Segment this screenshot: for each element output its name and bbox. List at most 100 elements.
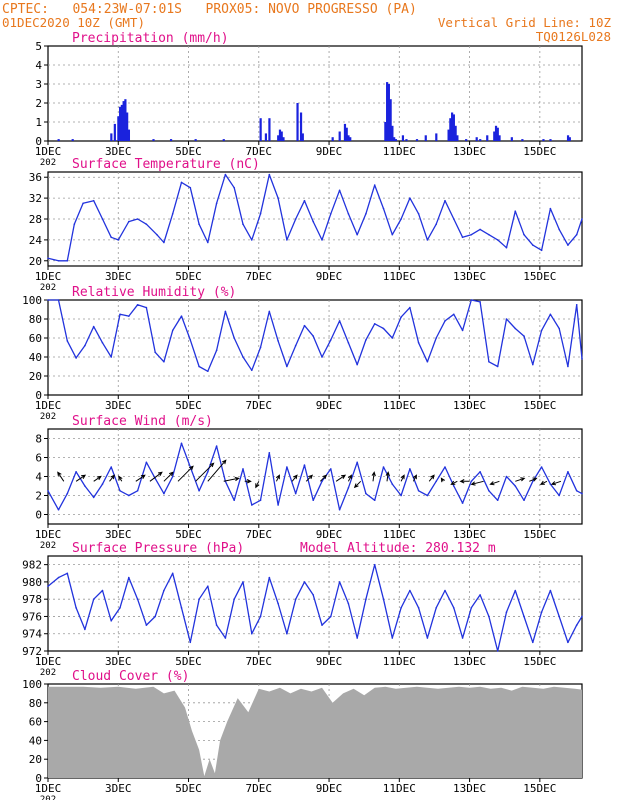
temp-xtick-label: 13DEC	[453, 270, 486, 283]
rh-xtick-label: 5DEC	[175, 399, 202, 412]
temp-point	[92, 199, 95, 202]
rh-point	[277, 340, 279, 342]
precip-bar	[343, 123, 347, 141]
precip-bar	[57, 139, 60, 141]
wind-arrow	[135, 474, 146, 482]
precip-ytick-label: 1	[35, 116, 42, 129]
wind-year-stub: 202	[40, 541, 56, 551]
wind-point	[514, 485, 517, 487]
rh-point	[128, 315, 130, 317]
precip-year-stub: 202	[40, 158, 56, 168]
pres-point	[250, 632, 253, 635]
precip-bar	[347, 135, 350, 141]
rh-year-stub: 202	[40, 412, 56, 422]
rh-point	[391, 337, 394, 339]
precip-ytick-label: 5	[35, 40, 42, 53]
precip-bar	[259, 118, 262, 141]
wind-point	[119, 489, 121, 492]
temp-point	[189, 186, 192, 189]
rh-point	[470, 299, 473, 301]
pres-point	[470, 607, 473, 609]
wind-arrow	[428, 474, 435, 482]
rh-point	[163, 360, 165, 363]
wind-arrow	[459, 479, 470, 484]
pres-subtitle: Model Altitude: 280.132 m	[300, 541, 496, 556]
cloud-ytick-label: 0	[35, 772, 42, 785]
wind-point	[128, 494, 130, 497]
precip-bar	[389, 99, 392, 141]
wind-point	[312, 499, 315, 502]
cloud-xtick-label: 11DEC	[383, 782, 416, 795]
wind-point	[84, 485, 86, 487]
temp-point	[156, 233, 158, 236]
temp-point	[540, 249, 543, 252]
precip-xtick-label: 1DEC	[35, 145, 62, 158]
rh-ytick-label: 40	[29, 351, 42, 364]
wind-point	[347, 487, 350, 489]
temp-point	[180, 181, 183, 184]
precip-bar	[384, 122, 387, 141]
wind-series-line	[47, 442, 583, 511]
cloud-xtick-label: 7DEC	[246, 782, 273, 795]
rh-point	[488, 360, 490, 363]
rh-point	[57, 299, 60, 301]
wind-arrow	[223, 476, 240, 482]
precip-bar	[299, 112, 303, 141]
rh-point	[330, 339, 332, 341]
temp-point	[66, 259, 69, 262]
temp-point	[82, 202, 84, 205]
pres-point	[382, 598, 385, 600]
wind-point	[558, 494, 560, 497]
pres-point	[532, 641, 534, 644]
pres-point	[514, 589, 517, 592]
pres-xtick-label: 5DEC	[175, 655, 202, 668]
wind-point	[277, 504, 279, 506]
cloud-area	[48, 686, 582, 778]
temp-point	[505, 246, 508, 249]
wind-xtick-label: 15DEC	[523, 528, 556, 541]
precip-bar	[126, 112, 129, 141]
precip-bar	[568, 137, 571, 141]
wind-arrow	[207, 459, 227, 482]
rh-point	[338, 320, 341, 322]
cloud-xtick-label: 9DEC	[316, 782, 343, 795]
temp-point	[452, 218, 455, 220]
pres-point	[321, 624, 323, 626]
pres-point	[312, 594, 315, 596]
temp-ytick-label: 32	[29, 192, 42, 205]
pres-point	[180, 607, 183, 609]
rh-point	[400, 316, 402, 318]
wind-point	[444, 466, 446, 468]
temp-xtick-label: 9DEC	[316, 270, 343, 283]
precip-ytick-label: 4	[35, 59, 42, 72]
rh-point	[409, 306, 411, 309]
wind-point	[575, 489, 578, 492]
pres-point	[136, 598, 139, 600]
rh-point	[532, 363, 534, 366]
temp-ytick-label: 36	[29, 171, 42, 184]
pres-point	[575, 624, 578, 626]
temp-point	[444, 199, 446, 202]
temp-ytick-label: 28	[29, 213, 42, 226]
temp-point	[523, 233, 525, 236]
pres-xtick-label: 7DEC	[246, 655, 273, 668]
cloud-ytick-label: 20	[29, 753, 42, 766]
temp-point	[479, 228, 481, 231]
precip-xtick-label: 11DEC	[383, 145, 416, 158]
rh-point	[461, 329, 464, 332]
wind-point	[532, 480, 534, 483]
rh-point	[540, 329, 543, 332]
precip-ytick-label: 2	[35, 97, 42, 110]
wind-point	[66, 492, 69, 495]
wind-point	[479, 470, 481, 473]
rh-series-line	[48, 299, 583, 372]
temp-point	[171, 212, 174, 215]
rh-ytick-label: 80	[29, 313, 42, 326]
rh-point	[382, 327, 385, 330]
pres-year-stub: 202	[40, 668, 56, 678]
pres-panel: Surface Pressure (hPa) Model Altitude: 28…	[22, 541, 583, 678]
temp-point	[365, 212, 367, 215]
pres-point	[47, 585, 49, 588]
rh-point	[224, 310, 227, 313]
pres-point	[286, 632, 288, 635]
